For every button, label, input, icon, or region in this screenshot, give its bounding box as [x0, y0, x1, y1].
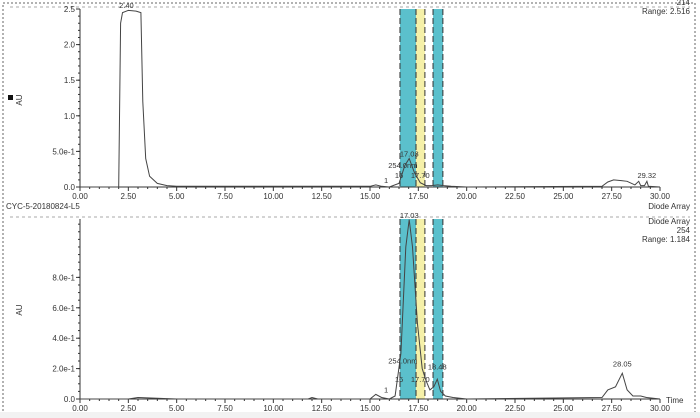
- detector-name: Diode Array: [648, 202, 690, 211]
- y-axis-label: AU: [15, 304, 24, 315]
- x-tick-label: 17.50: [408, 404, 429, 413]
- x-tick-label: 10.00: [263, 404, 284, 413]
- y-tick-label: 2.0e-1: [52, 365, 75, 374]
- y-tick-label: 1.5: [64, 76, 76, 85]
- y-tick-label: 0.0: [64, 183, 76, 192]
- x-axis-label: Time: [666, 396, 684, 405]
- y-tick-label: 2.0: [64, 41, 76, 50]
- x-tick-label: 25.00: [553, 404, 574, 413]
- peak-label: 18.48: [428, 363, 447, 372]
- bottom-strip: [0, 412, 700, 418]
- integration-band-0: [399, 219, 417, 399]
- y-tick-label: 6.0e-1: [52, 304, 75, 313]
- x-tick-label: 22.50: [505, 192, 526, 201]
- x-tick-label: 5.00: [169, 404, 185, 413]
- peak-label: 1: [384, 176, 388, 185]
- y-tick-label: 4.0e-1: [52, 334, 75, 343]
- peak-label: 17.70: [411, 171, 430, 180]
- x-tick-label: 0.00: [72, 192, 88, 201]
- integration-band-0: [399, 9, 417, 187]
- peak-label: 17.03: [400, 211, 419, 220]
- header-right-text: 214: [677, 0, 691, 7]
- y-tick-label: 5.0e-1: [52, 147, 75, 156]
- x-tick-label: 15.00: [360, 192, 381, 201]
- peak-label: 17.70: [411, 375, 430, 384]
- peak-label: 16: [395, 375, 403, 384]
- x-tick-label: 25.00: [553, 192, 574, 201]
- trace-top: [80, 9, 661, 188]
- peak-label: 2.40: [119, 1, 134, 10]
- integration-band-1: [416, 9, 425, 187]
- x-tick-label: 30.00: [650, 404, 671, 413]
- x-tick-label: 12.50: [312, 404, 333, 413]
- y-axis-label: AU: [15, 94, 24, 105]
- x-tick-label: 10.00: [263, 192, 284, 201]
- x-tick-label: 5.00: [169, 192, 185, 201]
- panel-top: 0.00 2.50 5.00 7.50 10.00 12.50 15.00 17.50 20.0…: [6, 0, 691, 211]
- x-tick-label: 12.50: [312, 192, 333, 201]
- peak-label: 1: [384, 385, 388, 394]
- x-tick-label: 20.00: [457, 192, 478, 201]
- y-tick-label: 1.0: [64, 112, 76, 121]
- y-tick-label: 8.0e-1: [52, 273, 75, 282]
- trace-bottom: [80, 219, 661, 400]
- integration-band-1: [416, 219, 425, 399]
- x-tick-label: 7.50: [217, 404, 233, 413]
- x-tick-label: 7.50: [217, 192, 233, 201]
- header-right-text: 254: [677, 226, 691, 235]
- integration-band-2: [433, 219, 443, 399]
- y-tick-label: 0.0: [64, 395, 76, 404]
- x-tick-label: 30.00: [650, 192, 671, 201]
- peak-label: 16: [395, 171, 403, 180]
- x-tick-label: 2.50: [121, 192, 137, 201]
- x-tick-label: 17.50: [408, 192, 429, 201]
- x-tick-label: 22.50: [505, 404, 526, 413]
- y-tick-label: 2.5: [64, 5, 76, 14]
- peak-label: 254.0nm: [388, 357, 417, 366]
- header-right-text: Range: 2.516: [642, 7, 691, 16]
- x-tick-label: 2.50: [121, 404, 137, 413]
- panel-bottom: 0.00 2.50 5.00 7.50 10.00 12.50 15.00 17.50 20.0…: [10, 211, 691, 413]
- peak-label: 17.03: [400, 150, 419, 159]
- peak-label: 254.0nm: [388, 161, 417, 170]
- sample-name: CYC-5-20180824-L5: [6, 202, 80, 211]
- x-tick-label: 0.00: [72, 404, 88, 413]
- legend-marker-icon: [8, 95, 13, 100]
- header-right-text: Range: 1.184: [642, 235, 691, 244]
- x-tick-label: 27.50: [602, 192, 623, 201]
- peak-label: 28.05: [613, 360, 632, 369]
- header-right-text: Diode Array: [648, 217, 690, 226]
- peak-label: 29.32: [637, 171, 656, 180]
- outer-border: [2, 2, 696, 414]
- integration-band-2: [433, 9, 443, 187]
- x-tick-label: 15.00: [360, 404, 381, 413]
- x-tick-label: 27.50: [602, 404, 623, 413]
- x-tick-label: 20.00: [457, 404, 478, 413]
